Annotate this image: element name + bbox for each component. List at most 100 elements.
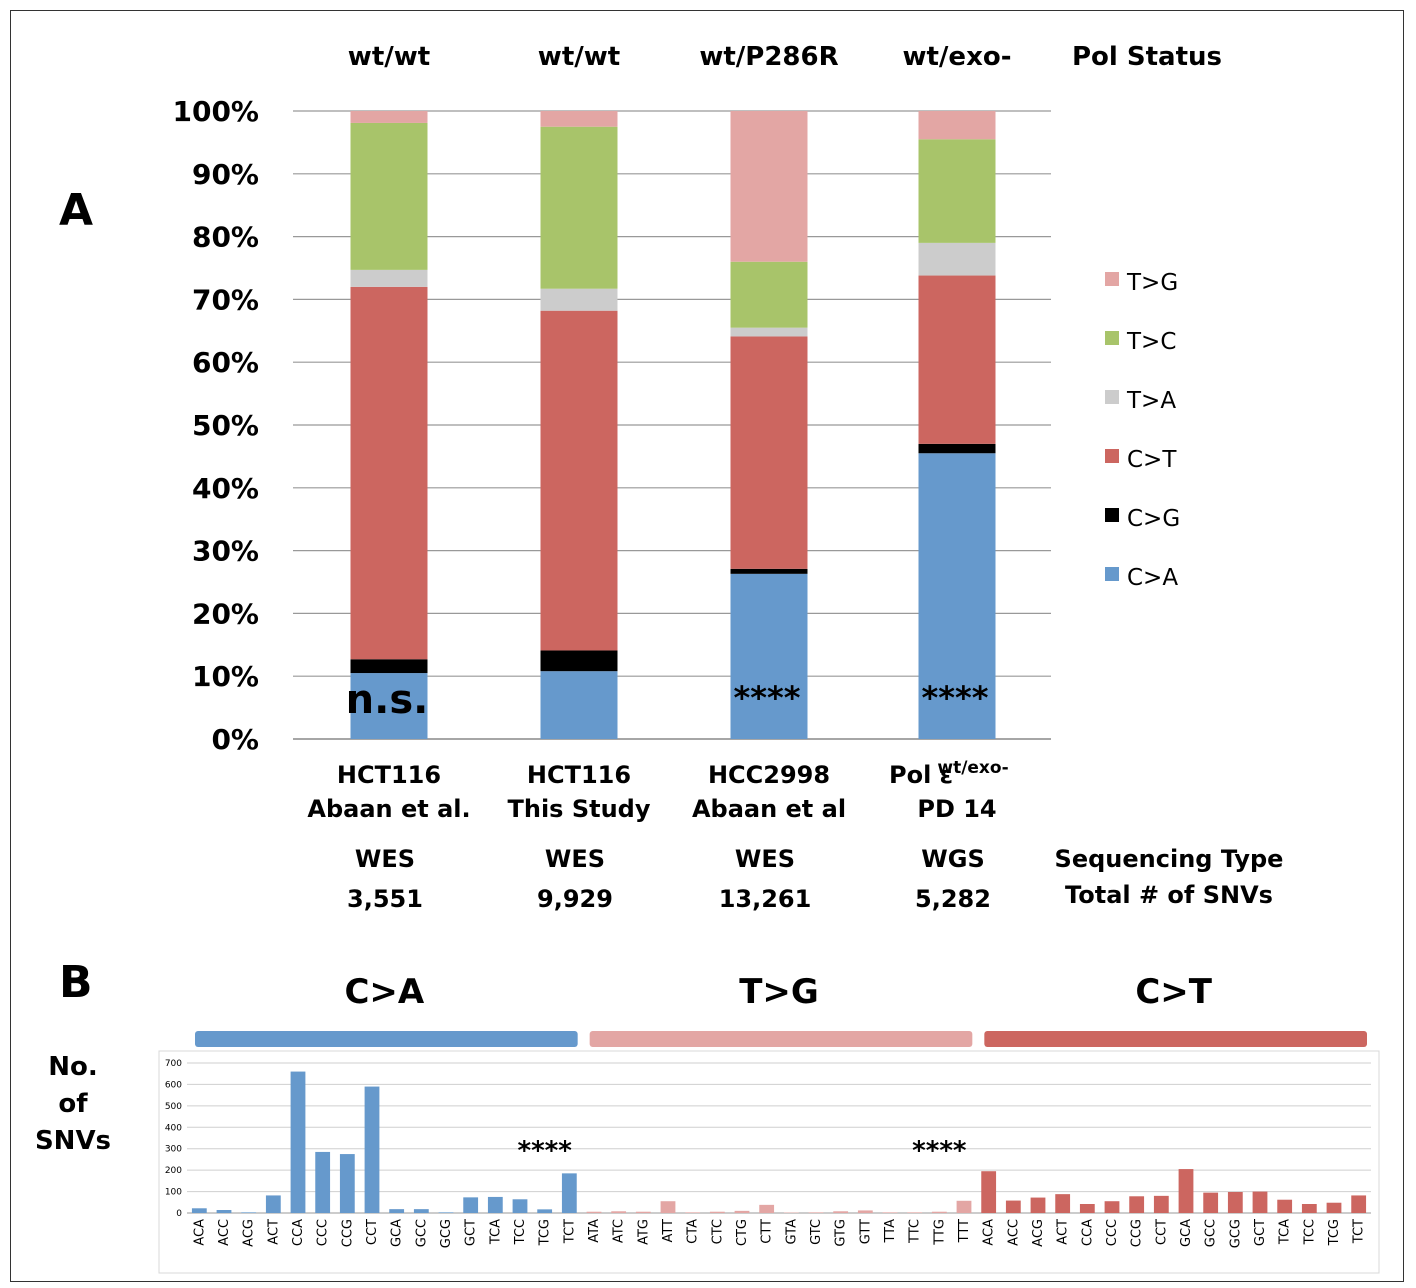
significance-label: **** [912, 1136, 967, 1166]
sequencing-type: WES [545, 845, 605, 873]
x-tick-label: TCT [1352, 1219, 1367, 1244]
bar-segment-ctot [918, 275, 996, 444]
legend-label: C>T [1127, 447, 1177, 473]
x-tick-label: TTG [932, 1219, 947, 1246]
bar [1129, 1196, 1145, 1213]
x-tick-label: ATC [612, 1219, 627, 1243]
y-tick-label: 700 [165, 1059, 182, 1069]
y-tick-label: 0 [176, 1209, 182, 1219]
y-tick-label: 100 [165, 1188, 182, 1198]
x-tick-label: GCT [1253, 1219, 1268, 1246]
bar [364, 1086, 380, 1213]
bar [1301, 1204, 1317, 1213]
bar [1055, 1194, 1071, 1213]
x-tick-label: GCG [439, 1219, 454, 1248]
bar-segment-ttoc [350, 122, 428, 270]
x-tick-label: GCA [390, 1219, 405, 1247]
sequencing-type: WES [355, 845, 415, 873]
group-band [589, 1031, 973, 1047]
bar-segment-ctot [350, 286, 428, 660]
x-tick-label: ATG [636, 1219, 651, 1245]
legend-swatch [1105, 508, 1119, 522]
category-label-line2: Abaan et al. [307, 795, 470, 823]
figure: A 0% 10% 20% 30% 40% 50% 60% 70% 80% 90% 100% wt/wt H… [10, 10, 1404, 1282]
legend-label: T>A [1126, 388, 1176, 414]
x-tick-label: CTT [760, 1219, 775, 1244]
bar [635, 1211, 651, 1213]
bar-segment-ttog [540, 111, 618, 127]
bar-segment-ctoa [918, 453, 996, 739]
panel-letter-a: A [59, 185, 93, 236]
pol-status-label: wt/P286R [699, 42, 838, 72]
bar [857, 1210, 873, 1213]
x-tick-label: GTC [809, 1219, 824, 1245]
bar [315, 1151, 331, 1213]
bar [265, 1195, 281, 1213]
x-tick-label: TCC [1302, 1219, 1317, 1245]
bar [1277, 1199, 1293, 1213]
bar [1104, 1201, 1120, 1213]
y-tick-label: 30% [192, 535, 259, 568]
group-title: T>G [739, 972, 819, 1012]
bar [833, 1211, 849, 1213]
group-title: C>A [344, 972, 424, 1012]
legend-label: T>C [1126, 329, 1176, 355]
x-tick-label: ACG [242, 1219, 257, 1247]
bar [734, 1210, 750, 1213]
category-label-line2: This Study [508, 795, 651, 823]
bar [1351, 1195, 1367, 1213]
y-tick-label: 200 [165, 1166, 182, 1176]
x-tick-label: CCT [1154, 1219, 1169, 1245]
bar-segment-ttoa [350, 269, 428, 287]
y-tick-label: 600 [165, 1080, 182, 1090]
bar-segment-ttoa [540, 288, 618, 311]
significance-label: **** [517, 1136, 572, 1166]
x-tick-label: TTT [957, 1219, 972, 1243]
pol-status-label: wt/wt [348, 42, 430, 72]
total-snvs: 3,551 [347, 885, 423, 913]
x-tick-label: TTC [908, 1219, 923, 1244]
legend-label: C>A [1127, 565, 1178, 591]
bar-segment-ttoa [918, 242, 996, 276]
x-tick-label: TCT [562, 1219, 577, 1244]
total-snvs: 9,929 [537, 885, 613, 913]
x-tick-label: GCG [1228, 1219, 1243, 1248]
y-tick-label: 0% [211, 723, 259, 756]
bar [611, 1211, 627, 1213]
x-tick-label: TTA [883, 1219, 898, 1244]
x-tick-label: TCA [1278, 1219, 1293, 1245]
category-label-line1: Pol ε [889, 761, 953, 789]
x-tick-label: GTA [784, 1219, 799, 1245]
category-superscript: wt/exo- [937, 758, 1008, 778]
x-tick-label: TCA [488, 1219, 503, 1245]
legend-swatch [1105, 567, 1119, 581]
bar [438, 1212, 454, 1213]
legend-label: C>G [1127, 506, 1180, 532]
y-axis-label-line: of [58, 1089, 88, 1119]
x-tick-label: TCG [1327, 1219, 1342, 1246]
bar-segment-ttoc [918, 139, 996, 243]
legend-swatch [1105, 449, 1119, 463]
x-tick-label: TCC [513, 1219, 528, 1245]
bar [339, 1154, 355, 1213]
total-snvs: 13,261 [719, 885, 812, 913]
bar-segment-ttog [350, 111, 428, 123]
plot-frame [158, 1050, 1380, 1274]
sequencing-type: WES [735, 845, 795, 873]
x-tick-label: TCG [538, 1219, 553, 1246]
category-label-line1: HCC2998 [708, 761, 830, 789]
x-tick-label: CCT [365, 1219, 380, 1245]
x-tick-label: CCG [340, 1219, 355, 1247]
x-tick-label: ATA [587, 1219, 602, 1243]
bar-segment-ctog [350, 659, 428, 674]
x-tick-label: ACT [1056, 1219, 1071, 1245]
x-tick-label: GCC [414, 1219, 429, 1247]
x-tick-label: ACA [192, 1219, 207, 1246]
bar [1005, 1200, 1021, 1213]
bar-segment-ctoa [540, 671, 618, 739]
group-band [984, 1031, 1367, 1047]
bar [241, 1212, 257, 1213]
y-tick-label: 100% [172, 95, 259, 128]
bar-segment-ctog [730, 568, 808, 574]
bar [1079, 1204, 1095, 1213]
